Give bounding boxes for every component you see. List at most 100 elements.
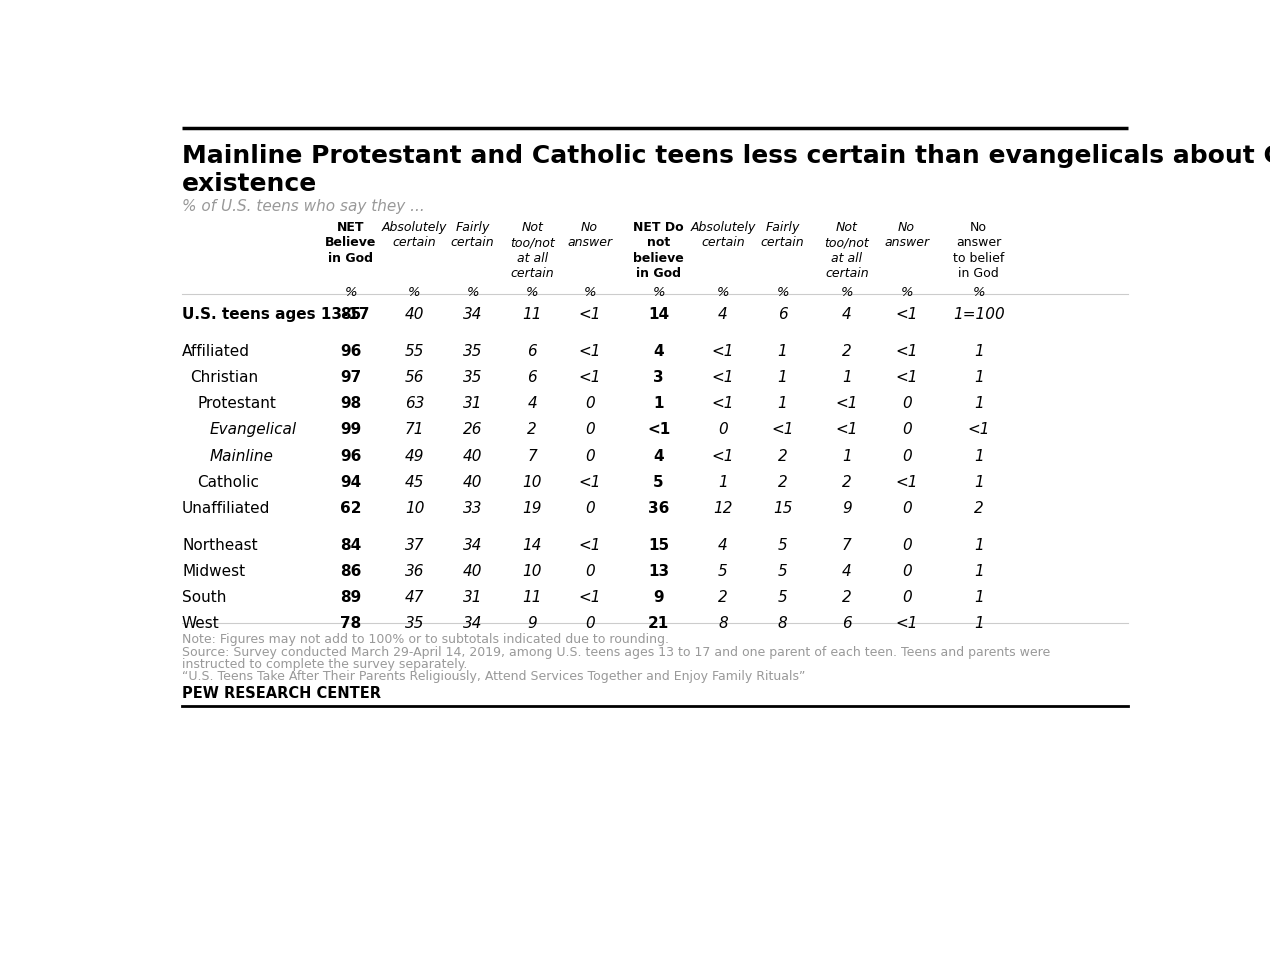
Text: 89: 89	[340, 590, 362, 606]
Text: 40: 40	[462, 448, 483, 464]
Text: 8: 8	[777, 616, 787, 632]
Text: <1: <1	[895, 370, 918, 385]
Text: <1: <1	[968, 422, 989, 438]
Text: 4: 4	[718, 538, 728, 553]
Text: instructed to complete the survey separately.: instructed to complete the survey separa…	[182, 658, 467, 671]
Text: Protestant: Protestant	[198, 396, 277, 412]
Text: 0: 0	[584, 396, 594, 412]
Text: 0: 0	[902, 448, 912, 464]
Text: 1=100: 1=100	[952, 307, 1005, 322]
Text: 5: 5	[777, 564, 787, 579]
Text: No
answer: No answer	[568, 220, 612, 249]
Text: 1: 1	[777, 344, 787, 358]
Text: Northeast: Northeast	[182, 538, 258, 553]
Text: 84: 84	[340, 538, 362, 553]
Text: 0: 0	[902, 564, 912, 579]
Text: South: South	[182, 590, 226, 606]
Text: 4: 4	[653, 448, 664, 464]
Text: 35: 35	[405, 616, 424, 632]
Text: 1: 1	[974, 590, 983, 606]
Text: Midwest: Midwest	[182, 564, 245, 579]
Text: 0: 0	[584, 616, 594, 632]
Text: Affiliated: Affiliated	[182, 344, 250, 358]
Text: Not
too/not
at all
certain: Not too/not at all certain	[511, 220, 555, 280]
Text: <1: <1	[578, 344, 601, 358]
Text: 0: 0	[584, 422, 594, 438]
Text: 2: 2	[974, 501, 983, 516]
Text: 2: 2	[718, 590, 728, 606]
Text: %: %	[526, 286, 538, 299]
Text: 1: 1	[718, 474, 728, 490]
Text: U.S. teens ages 13-17: U.S. teens ages 13-17	[182, 307, 370, 322]
Text: 7: 7	[527, 448, 537, 464]
Text: 33: 33	[462, 501, 483, 516]
Text: 40: 40	[462, 564, 483, 579]
Text: 4: 4	[653, 344, 664, 358]
Text: 1: 1	[974, 344, 983, 358]
Text: No
answer: No answer	[884, 220, 930, 249]
Text: 10: 10	[522, 474, 542, 490]
Text: 34: 34	[462, 307, 483, 322]
Text: 5: 5	[777, 590, 787, 606]
Text: “U.S. Teens Take After Their Parents Religiously, Attend Services Together and E: “U.S. Teens Take After Their Parents Rel…	[182, 670, 805, 683]
Text: 96: 96	[340, 448, 362, 464]
Text: <1: <1	[711, 344, 734, 358]
Text: 1: 1	[777, 370, 787, 385]
Text: <1: <1	[711, 396, 734, 412]
Text: 62: 62	[340, 501, 362, 516]
Text: 6: 6	[777, 307, 787, 322]
Text: <1: <1	[711, 448, 734, 464]
Text: 78: 78	[340, 616, 362, 632]
Text: 96: 96	[340, 344, 362, 358]
Text: %: %	[583, 286, 596, 299]
Text: 1: 1	[777, 396, 787, 412]
Text: 2: 2	[842, 474, 852, 490]
Text: 0: 0	[902, 501, 912, 516]
Text: <1: <1	[578, 307, 601, 322]
Text: No
answer
to belief
in God: No answer to belief in God	[952, 220, 1005, 280]
Text: 19: 19	[522, 501, 542, 516]
Text: Unaffiliated: Unaffiliated	[182, 501, 271, 516]
Text: Fairly
certain: Fairly certain	[761, 220, 804, 249]
Text: 98: 98	[340, 396, 362, 412]
Text: 1: 1	[842, 448, 852, 464]
Text: 2: 2	[777, 474, 787, 490]
Text: Mainline Protestant and Catholic teens less certain than evangelicals about God’: Mainline Protestant and Catholic teens l…	[182, 144, 1270, 196]
Text: 35: 35	[462, 370, 483, 385]
Text: 13: 13	[648, 564, 669, 579]
Text: 45: 45	[405, 474, 424, 490]
Text: 15: 15	[773, 501, 792, 516]
Text: <1: <1	[578, 538, 601, 553]
Text: Absolutely
certain: Absolutely certain	[691, 220, 756, 249]
Text: 35: 35	[462, 344, 483, 358]
Text: 1: 1	[974, 564, 983, 579]
Text: 99: 99	[340, 422, 362, 438]
Text: 6: 6	[527, 344, 537, 358]
Text: %: %	[466, 286, 479, 299]
Text: 6: 6	[527, 370, 537, 385]
Text: 7: 7	[842, 538, 852, 553]
Text: Note: Figures may not add to 100% or to subtotals indicated due to rounding.: Note: Figures may not add to 100% or to …	[182, 634, 669, 646]
Text: 5: 5	[653, 474, 664, 490]
Text: 0: 0	[902, 590, 912, 606]
Text: Fairly
certain: Fairly certain	[451, 220, 494, 249]
Text: 56: 56	[405, 370, 424, 385]
Text: %: %	[408, 286, 420, 299]
Text: 40: 40	[405, 307, 424, 322]
Text: 63: 63	[405, 396, 424, 412]
Text: <1: <1	[836, 422, 859, 438]
Text: 94: 94	[340, 474, 362, 490]
Text: 8: 8	[718, 616, 728, 632]
Text: Not
too/not
at all
certain: Not too/not at all certain	[824, 220, 870, 280]
Text: <1: <1	[711, 370, 734, 385]
Text: 1: 1	[974, 616, 983, 632]
Text: %: %	[841, 286, 853, 299]
Text: <1: <1	[771, 422, 794, 438]
Text: 4: 4	[842, 564, 852, 579]
Text: %: %	[344, 286, 357, 299]
Text: 0: 0	[584, 501, 594, 516]
Text: %: %	[973, 286, 986, 299]
Text: % of U.S. teens who say they ...: % of U.S. teens who say they ...	[182, 199, 424, 214]
Text: 34: 34	[462, 538, 483, 553]
Text: 21: 21	[648, 616, 669, 632]
